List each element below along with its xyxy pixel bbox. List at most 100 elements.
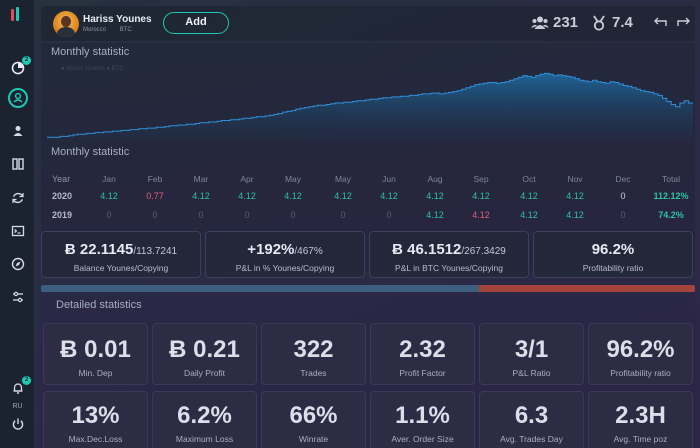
stat-label: Avg. Time poz [613,434,668,444]
stat-card-trades: 322 Trades [261,323,366,385]
back-arrow-icon[interactable] [652,15,668,29]
header-cell: Total [662,174,680,184]
stat-label: Maximum Loss [175,434,234,444]
stat-value: Ƀ 0.01 [60,336,131,363]
user-name[interactable]: Hariss Younes [83,14,152,25]
add-button[interactable]: Add [163,12,229,34]
stat-value: 322 [293,336,334,363]
stat-value: 66% [289,402,338,429]
profile-icon[interactable] [8,88,28,108]
stat-card-max-dec-loss: 13% Max.Dec.Loss [43,391,148,448]
summary-value: Ƀ 46.1512 [392,241,462,258]
stat-value: 6.3 [514,402,549,429]
table-cell: 4.12 [472,210,490,220]
summary-label: P&L in BTC Younes/Copying [395,263,503,273]
stat-value: 6.2% [177,402,232,429]
chart-legend: ● Hariss Younes ● BTC [61,66,124,72]
stat-label: P&L Ratio [512,368,551,378]
monthly-chart [47,72,693,141]
header-cell: Sep [473,174,489,184]
header-cell: Dec [615,174,631,184]
summary-sub: /467% [294,246,323,257]
stat-card-avg-time-poz: 2.3H Avg. Time poz [588,391,693,448]
stat-card-min-dep: Ƀ 0.01 Min. Dep [43,323,148,385]
table-header: Year Jan Feb Mar Apr May May Jun Aug Sep Oct Nov De… [41,174,695,188]
bell-icon[interactable]: 2 [8,376,31,398]
table-cell: 0 [152,210,158,220]
header-cell: Oct [522,174,536,184]
stat-label: Profitability ratio [610,368,671,378]
table-cell: 4.12 [472,191,490,201]
stat-value: 3/1 [514,336,549,363]
sliders-icon[interactable] [8,287,28,307]
avatar[interactable] [53,11,79,37]
table-cell: 0 [620,210,626,220]
medal-icon [593,15,605,31]
chart-line [47,72,693,138]
table-row: 2020 4.12 0.77 4.12 4.12 4.12 4.12 4.12 4.12 4.1… [41,191,695,205]
table-cell: 4.12 [334,191,352,201]
table-cell: 0 [106,210,112,220]
terminal-icon[interactable] [8,221,28,241]
user-country: Morocco [83,27,107,33]
chart-area [47,73,693,141]
stat-label: Max.Dec.Loss [68,434,123,444]
row-year: 2019 [52,210,73,220]
header-cell: Aug [427,174,443,184]
stat-label: Aver. Order Size [391,434,454,444]
table-cell: 0.77 [146,191,164,201]
stat-label: Profit Factor [399,368,446,378]
summary-card-pnl-percent: +192%/467% P&L in % Younes/Copying [205,231,365,278]
progress-fill-primary [41,285,480,292]
table-row: 2019 0 0 0 0 0 0 0 4.12 4.12 4.12 4.12 0 74.2% [41,210,695,224]
row-year: 2020 [52,191,73,201]
stat-label: Trades [300,368,327,378]
language-switch[interactable]: RU [12,403,23,410]
stat-card-profitability: 96.2% Profitability ratio [588,323,693,385]
sidebar: 2 2 RU [0,0,35,448]
table-cell: 4.12 [192,191,210,201]
summary-card-pnl-btc: Ƀ 46.1512/267.3429 P&L in BTC Younes/Cop… [369,231,529,278]
table-cell: 4.12 [566,191,584,201]
table-cell: 4.12 [520,191,538,201]
header-cell: May [334,174,352,184]
table-cell: 0 [244,210,250,220]
summary-card-balance: Ƀ 22.1145/113.7241 Balance Younes/Copyin… [41,231,201,278]
summary-label: Balance Younes/Copying [73,263,169,273]
notification-badge: 2 [22,56,31,65]
user-meta: Morocco BTC [83,27,144,33]
power-icon[interactable] [8,414,28,434]
stat-card-daily-profit: Ƀ 0.21 Daily Profit [152,323,257,385]
compass-icon[interactable] [8,254,28,274]
header-cell: Year [52,174,71,184]
summary-value: 96.2% [591,241,635,258]
nav-arrows [652,15,692,29]
columns-icon[interactable] [8,154,28,174]
pie-chart-icon[interactable]: 2 [8,56,31,78]
stat-value: 96.2% [606,336,675,363]
detailed-statistics-panel: Detailed statistics Ƀ 0.01 Min. Dep Ƀ 0.2… [41,295,695,448]
header-cell: Nov [567,174,583,184]
table-cell: 0 [386,210,392,220]
rating-value: 7.4 [612,14,633,31]
stat-label: Daily Profit [183,368,226,378]
stat-card-avg-trades-day: 6.3 Avg. Trades Day [479,391,584,448]
progress-bar [41,285,695,292]
table-cell: 112.12% [653,191,689,201]
stat-label: Min. Dep [78,368,113,378]
user-icon[interactable] [8,121,28,141]
stat-card-aver-order-size: 1.1% Aver. Order Size [370,391,475,448]
stat-value: 2.32 [399,336,446,363]
forward-arrow-icon[interactable] [676,15,692,29]
chart-title: Monthly statistic [51,46,130,58]
detailed-title: Detailed statistics [56,299,142,311]
table-cell: 4.12 [284,191,302,201]
stat-value: 2.3H [615,402,666,429]
refresh-icon[interactable] [8,188,28,208]
users-icon [531,16,549,29]
table-cell: 4.12 [238,191,256,201]
user-currency: BTC [119,27,132,33]
summary-value: +192% [247,241,295,258]
header-cell: May [284,174,302,184]
monthly-table-title: Monthly statistic [51,146,130,158]
